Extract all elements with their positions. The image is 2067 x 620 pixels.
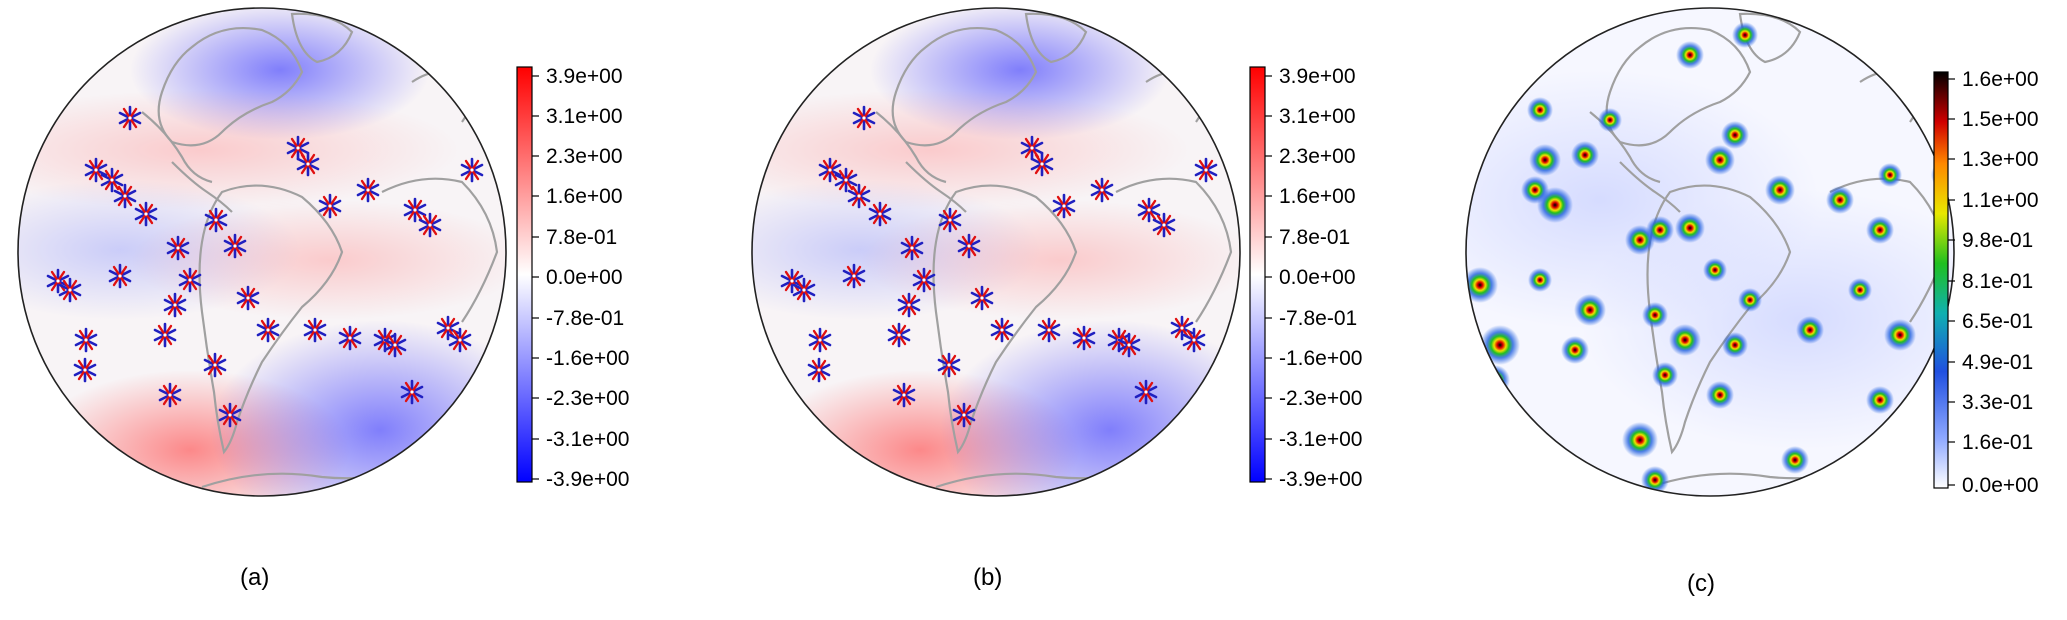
colorbar-b-tick: 7.8e-01 (1279, 226, 1350, 249)
panel-c-label: (c) (1687, 570, 1715, 597)
colorbar-b-tick: -2.3e+00 (1279, 387, 1363, 410)
panel-a: 3.9e+00 3.1e+00 2.3e+00 1.6e+00 7.8e-01 … (17, 7, 630, 591)
globe-c (1466, 8, 1954, 496)
globe-b (752, 8, 1240, 496)
panel-b: 3.9e+00 3.1e+00 2.3e+00 1.6e+00 7.8e-01 … (751, 7, 1363, 591)
colorbar-b-tick: -1.6e+00 (1279, 347, 1363, 370)
globe-c-outline (1465, 7, 1955, 497)
colorbar-b: 3.9e+00 3.1e+00 2.3e+00 1.6e+00 7.8e-01 … (1249, 65, 1363, 491)
colorbar-c: 1.6e+00 1.5e+00 1.3e+00 1.1e+00 9.8e-01 … (1933, 68, 2039, 497)
colorbar-b-tick: -7.8e-01 (1279, 307, 1357, 330)
colorbar-b-tick: 1.6e+00 (1279, 185, 1356, 208)
panel-a-label: (a) (240, 564, 269, 591)
colorbar-a-tick: -1.6e+00 (546, 347, 630, 370)
colorbar-a-tick: -7.8e-01 (546, 307, 624, 330)
colorbar-b-tick: 3.1e+00 (1279, 105, 1356, 128)
globe-a (18, 8, 506, 496)
globe-a-outline (17, 7, 507, 497)
colorbar-b-tick: -3.1e+00 (1279, 428, 1363, 451)
colorbar-a-tick: 1.6e+00 (546, 185, 623, 208)
colorbar-b-tick: 3.9e+00 (1279, 65, 1356, 88)
colorbar-a-tick: 7.8e-01 (546, 226, 617, 249)
colorbar-a-tick: 0.0e+00 (546, 266, 623, 289)
colorbar-b-tick: -3.9e+00 (1279, 468, 1363, 491)
colorbar-a-tick: 3.9e+00 (546, 65, 623, 88)
colorbar-a-tick: 2.3e+00 (546, 145, 623, 168)
colorbar-c-tick: 4.9e-01 (1962, 351, 2033, 374)
colorbar-c-tick: 1.1e+00 (1962, 189, 2039, 212)
colorbar-c-tick: 1.3e+00 (1962, 148, 2039, 171)
panel-c: 1.6e+00 1.5e+00 1.3e+00 1.1e+00 9.8e-01 … (1465, 7, 2039, 597)
globe-b-outline (751, 7, 1241, 497)
colorbar-c-tick: 6.5e-01 (1962, 310, 2033, 333)
colorbar-a-tick: 3.1e+00 (546, 105, 623, 128)
colorbar-a: 3.9e+00 3.1e+00 2.3e+00 1.6e+00 7.8e-01 … (516, 65, 630, 491)
colorbar-a-tick: -3.1e+00 (546, 428, 630, 451)
colorbar-a-tick: -2.3e+00 (546, 387, 630, 410)
colorbar-b-tick: 0.0e+00 (1279, 266, 1356, 289)
colorbar-c-tick: 9.8e-01 (1962, 229, 2033, 252)
colorbar-c-tick: 1.6e-01 (1962, 431, 2033, 454)
panel-b-label: (b) (973, 564, 1002, 591)
colorbar-c-tick: 8.1e-01 (1962, 270, 2033, 293)
colorbar-c-tick: 0.0e+00 (1962, 474, 2039, 497)
colorbar-a-tick: -3.9e+00 (546, 468, 630, 491)
colorbar-c-tick: 1.5e+00 (1962, 108, 2039, 131)
colorbar-c-tick: 3.3e-01 (1962, 391, 2033, 414)
colorbar-b-tick: 2.3e+00 (1279, 145, 1356, 168)
colorbar-c-tick: 1.6e+00 (1962, 68, 2039, 91)
